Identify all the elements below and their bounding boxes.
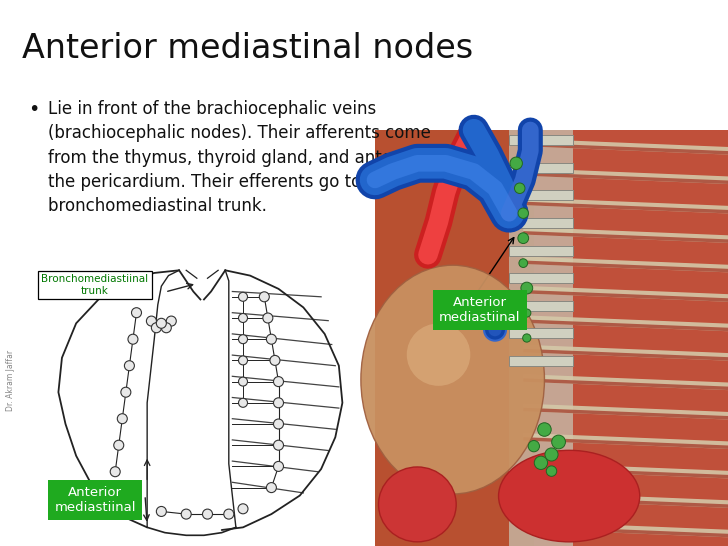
Circle shape — [274, 419, 283, 429]
Circle shape — [132, 308, 141, 318]
Circle shape — [535, 458, 547, 468]
Circle shape — [157, 507, 167, 517]
Ellipse shape — [499, 450, 640, 542]
Circle shape — [522, 333, 531, 343]
Circle shape — [274, 377, 283, 387]
Circle shape — [239, 292, 248, 301]
Circle shape — [469, 305, 486, 322]
Ellipse shape — [361, 265, 545, 494]
Text: Anterior
mediastiinal: Anterior mediastiinal — [55, 486, 135, 514]
Bar — [509, 356, 573, 366]
Text: Dr. Akram Jaffar: Dr. Akram Jaffar — [7, 349, 15, 411]
Circle shape — [538, 423, 551, 436]
Circle shape — [522, 308, 531, 318]
Circle shape — [162, 323, 171, 333]
Bar — [509, 218, 573, 228]
Circle shape — [266, 334, 277, 344]
Text: Anterior mediastinal nodes: Anterior mediastinal nodes — [22, 32, 473, 65]
Circle shape — [146, 316, 157, 326]
Circle shape — [117, 414, 127, 424]
Circle shape — [511, 158, 521, 169]
Circle shape — [516, 256, 530, 270]
Text: Bronchomediastiinal
trunk: Bronchomediastiinal trunk — [41, 274, 149, 296]
Circle shape — [488, 323, 502, 336]
Circle shape — [238, 504, 248, 514]
Circle shape — [239, 335, 248, 343]
Circle shape — [518, 208, 529, 218]
Bar — [509, 135, 573, 145]
Circle shape — [181, 509, 191, 519]
Bar — [509, 246, 573, 256]
Bar — [509, 301, 573, 311]
Bar — [509, 273, 573, 283]
Circle shape — [166, 316, 176, 326]
Bar — [375, 130, 728, 546]
Circle shape — [270, 355, 280, 365]
Circle shape — [121, 387, 131, 397]
Bar — [509, 191, 573, 200]
Circle shape — [239, 398, 248, 407]
Bar — [509, 328, 573, 338]
Circle shape — [114, 440, 124, 450]
Circle shape — [545, 465, 558, 477]
Circle shape — [223, 509, 234, 519]
Circle shape — [202, 509, 213, 519]
Text: Anterior
mediastiinal: Anterior mediastiinal — [439, 296, 521, 324]
Circle shape — [514, 182, 526, 194]
Text: Lie in front of the brachiocephalic veins
(brachiocephalic nodes). Their afferen: Lie in front of the brachiocephalic vein… — [48, 100, 481, 215]
Bar — [534, 130, 728, 546]
Circle shape — [263, 313, 273, 323]
Circle shape — [545, 448, 558, 461]
Circle shape — [274, 440, 283, 450]
Circle shape — [110, 467, 120, 477]
Circle shape — [266, 483, 277, 492]
Circle shape — [274, 398, 283, 408]
Circle shape — [518, 233, 529, 244]
Circle shape — [157, 318, 167, 328]
Circle shape — [463, 299, 491, 327]
Ellipse shape — [379, 467, 456, 542]
Bar — [509, 163, 573, 173]
Circle shape — [239, 377, 248, 386]
Circle shape — [151, 323, 162, 333]
Circle shape — [128, 334, 138, 344]
Circle shape — [529, 442, 539, 450]
Bar — [509, 130, 573, 546]
Circle shape — [239, 313, 248, 323]
Circle shape — [274, 461, 283, 471]
Circle shape — [521, 283, 532, 294]
Circle shape — [259, 292, 269, 302]
Circle shape — [239, 356, 248, 365]
Circle shape — [124, 361, 135, 371]
Ellipse shape — [407, 323, 470, 386]
Circle shape — [552, 435, 566, 449]
Circle shape — [484, 319, 506, 341]
Text: •: • — [28, 100, 39, 119]
